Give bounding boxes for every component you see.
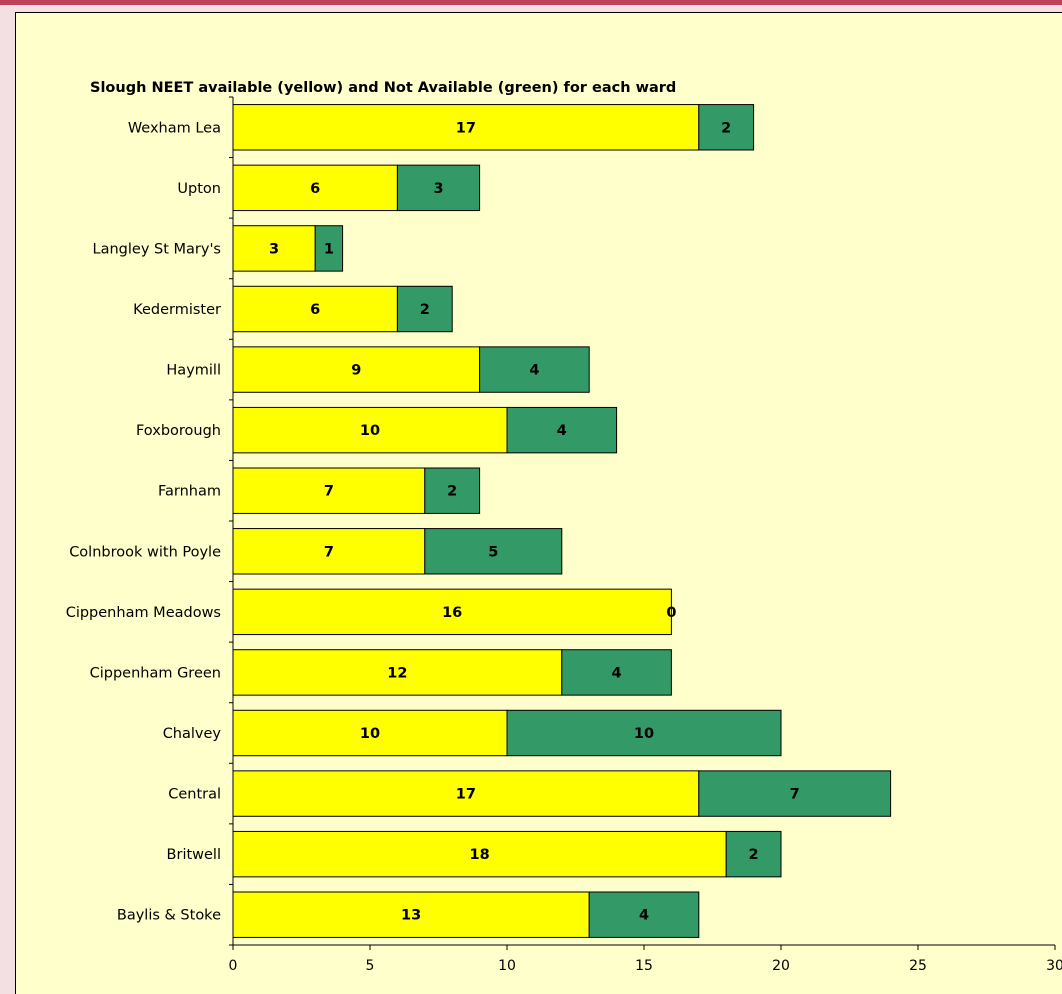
data-label: 10 xyxy=(360,423,380,439)
bar-not-available xyxy=(561,649,672,696)
bar-not-available xyxy=(698,104,755,151)
bar-not-available xyxy=(424,528,563,575)
category-label: Cippenham Green xyxy=(90,665,221,681)
category-label: Colnbrook with Poyle xyxy=(69,544,221,560)
bar-not-available xyxy=(588,891,700,938)
x-tick-label: 10 xyxy=(498,958,516,974)
category-label: Britwell xyxy=(167,847,221,863)
x-tick-label: 25 xyxy=(909,958,927,974)
data-label: 3 xyxy=(269,241,279,257)
bar-available xyxy=(232,285,398,333)
window-top-bar xyxy=(0,0,1062,5)
bar-not-available xyxy=(506,709,782,757)
category-label: Baylis & Stoke xyxy=(117,908,221,924)
data-label: 4 xyxy=(529,363,539,379)
data-label: 5 xyxy=(488,544,498,560)
bar-available xyxy=(232,104,700,151)
x-tick-label: 20 xyxy=(772,958,790,974)
data-label: 13 xyxy=(401,908,421,924)
chart-title: Slough NEET available (yellow) and Not A… xyxy=(90,80,677,96)
bar-available xyxy=(232,346,481,393)
data-label: 9 xyxy=(351,363,361,379)
data-label: 17 xyxy=(456,120,476,136)
category-label: Central xyxy=(168,787,221,803)
bar-not-available xyxy=(314,225,344,272)
bar-available xyxy=(232,891,590,938)
data-label: 6 xyxy=(310,302,320,318)
bar-available xyxy=(232,830,727,878)
bar-available xyxy=(232,709,508,757)
data-label: 18 xyxy=(470,847,490,863)
category-label: Farnham xyxy=(158,484,221,500)
data-label: 0 xyxy=(666,605,676,621)
bar-available xyxy=(232,649,563,696)
data-label: 2 xyxy=(420,302,430,318)
category-label: Kedermister xyxy=(133,302,221,318)
chart-area xyxy=(15,12,1062,994)
data-label: 16 xyxy=(442,605,462,621)
data-label: 7 xyxy=(324,484,334,500)
x-tick-label: 0 xyxy=(229,958,238,974)
category-label: Upton xyxy=(177,181,221,197)
data-label: 6 xyxy=(310,181,320,197)
category-label: Chalvey xyxy=(163,726,222,742)
bar-not-available xyxy=(479,346,590,393)
bar-available xyxy=(232,588,672,636)
bar-not-available xyxy=(725,830,782,878)
category-label: Wexham Lea xyxy=(128,120,221,136)
bar-available xyxy=(232,528,426,575)
data-label: 7 xyxy=(324,544,334,560)
bar-not-available xyxy=(698,770,892,817)
data-label: 17 xyxy=(456,787,476,803)
data-label: 12 xyxy=(387,665,407,681)
data-label: 4 xyxy=(557,423,567,439)
x-tick-label: 15 xyxy=(635,958,653,974)
bar-not-available xyxy=(506,406,618,454)
data-label: 1 xyxy=(324,241,334,257)
bar-not-available xyxy=(396,285,453,333)
x-tick-label: 5 xyxy=(366,958,375,974)
bar-available xyxy=(232,406,508,454)
category-label: Foxborough xyxy=(136,423,221,439)
bar-not-available xyxy=(396,164,481,212)
bar-available xyxy=(232,467,426,514)
data-label: 10 xyxy=(360,726,380,742)
category-label: Langley St Mary's xyxy=(93,241,221,257)
data-label: 4 xyxy=(639,908,649,924)
data-label: 3 xyxy=(433,181,443,197)
x-tick-label: 30 xyxy=(1046,958,1062,974)
data-label: 10 xyxy=(634,726,654,742)
bar-available xyxy=(232,164,398,212)
data-label: 2 xyxy=(447,484,457,500)
category-label: Haymill xyxy=(166,363,221,379)
bar-available xyxy=(232,770,700,817)
bar-not-available xyxy=(424,467,481,514)
data-label: 2 xyxy=(721,120,731,136)
data-label: 4 xyxy=(612,665,622,681)
data-label: 7 xyxy=(790,787,800,803)
category-label: Cippenham Meadows xyxy=(66,605,221,621)
data-label: 2 xyxy=(749,847,759,863)
